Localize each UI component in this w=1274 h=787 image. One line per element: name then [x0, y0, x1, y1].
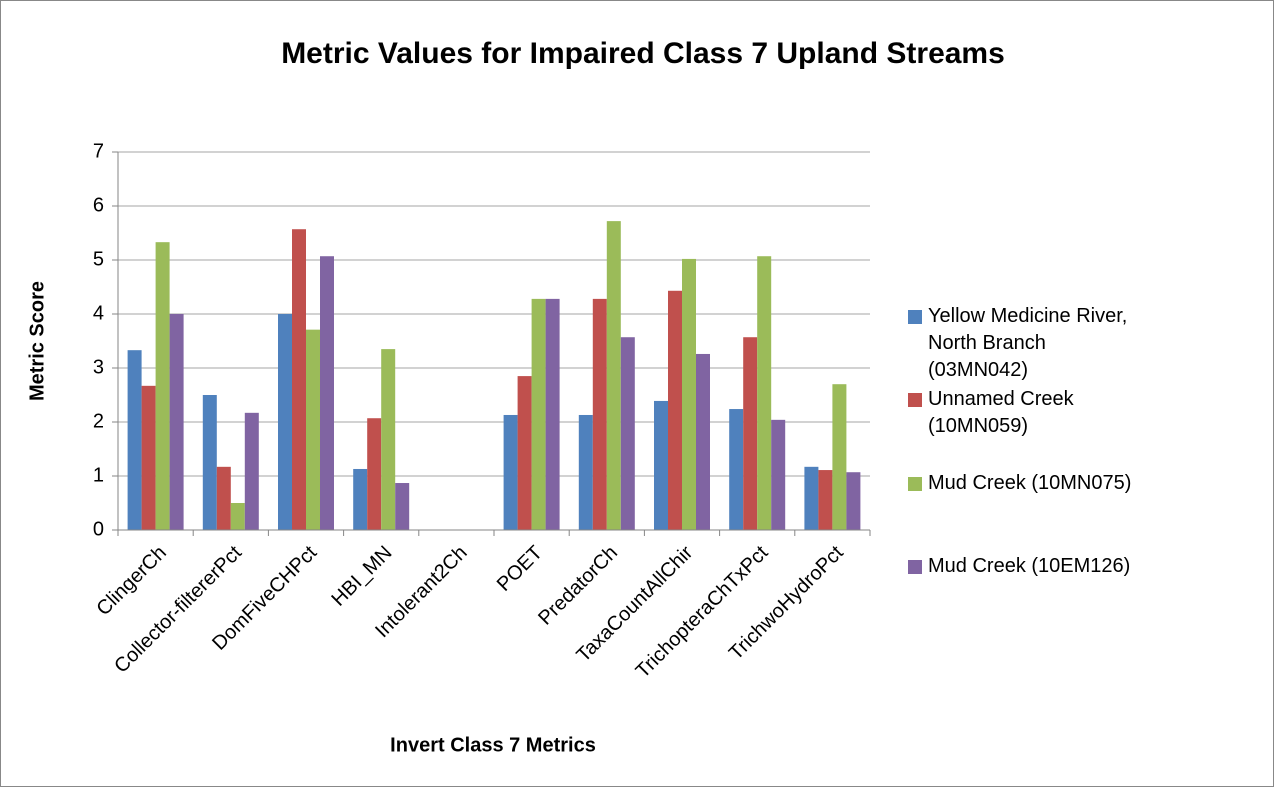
- legend-label: Mud Creek (10MN075): [928, 472, 1132, 494]
- bar: [832, 384, 847, 530]
- bar: [578, 414, 593, 530]
- y-tick-label: 4: [93, 302, 104, 324]
- y-tick-label: 5: [93, 248, 104, 270]
- bar: [804, 466, 819, 530]
- bar: [381, 349, 396, 530]
- legend-label: Yellow Medicine River, North Branch (03M…: [928, 305, 1128, 381]
- bar: [353, 468, 368, 530]
- bar: [606, 221, 621, 530]
- bar: [367, 418, 382, 530]
- bar: [503, 414, 518, 530]
- y-tick-label: 6: [93, 194, 104, 216]
- bar: [696, 353, 710, 530]
- bar: [682, 258, 696, 530]
- bar: [743, 337, 758, 530]
- legend-item: Yellow Medicine River, North Branch (03M…: [908, 303, 1268, 384]
- legend-item: Mud Creek (10MN075): [908, 470, 1268, 497]
- bar: [202, 395, 217, 530]
- bar: [654, 400, 668, 530]
- chart-title: Metric Values for Impaired Class 7 Uplan…: [281, 37, 1005, 70]
- legend-label: Unnamed Creek (10MN059): [928, 388, 1074, 437]
- bar: [592, 298, 607, 530]
- legend-swatch: [908, 393, 922, 407]
- bar: [846, 472, 861, 530]
- bar: [320, 256, 334, 530]
- bar: [216, 466, 231, 530]
- bar: [306, 329, 320, 530]
- bar: [545, 298, 560, 530]
- bar: [141, 385, 156, 530]
- bar: [517, 376, 532, 530]
- legend-item: Unnamed Creek (10MN059): [908, 386, 1268, 440]
- bar: [757, 256, 772, 530]
- y-tick-label: 1: [93, 464, 104, 486]
- y-tick-label: 2: [93, 410, 104, 432]
- bar: [771, 419, 786, 530]
- bar: [230, 503, 245, 530]
- bar: [531, 298, 546, 530]
- bar: [395, 483, 410, 530]
- y-tick-label: 0: [93, 518, 104, 540]
- legend-swatch: [908, 560, 922, 574]
- legend-item: Mud Creek (10EM126): [908, 553, 1268, 580]
- bar: [729, 409, 744, 530]
- bar: [620, 337, 635, 530]
- bar: [127, 350, 142, 530]
- x-axis-label: Invert Class 7 Metrics: [390, 734, 596, 756]
- y-tick-label: 7: [93, 140, 104, 162]
- y-axis-label: Metric Score: [26, 281, 48, 401]
- bar: [668, 290, 682, 530]
- bar: [244, 412, 259, 530]
- bar: [292, 229, 306, 530]
- bar: [155, 242, 170, 530]
- legend-swatch: [908, 310, 922, 324]
- bar: [169, 314, 184, 530]
- legend-swatch: [908, 477, 922, 491]
- bar: [278, 314, 292, 530]
- legend-label: Mud Creek (10EM126): [928, 555, 1131, 577]
- y-tick-label: 3: [93, 356, 104, 378]
- bar: [818, 470, 833, 530]
